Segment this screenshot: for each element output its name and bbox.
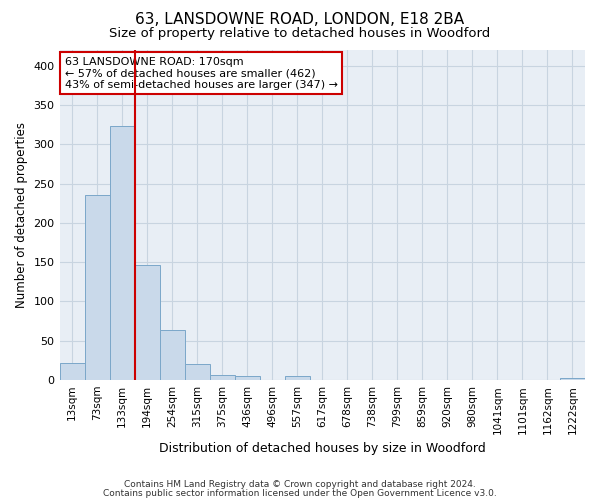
Bar xyxy=(134,264,160,380)
Bar xyxy=(85,196,110,380)
Text: 63, LANSDOWNE ROAD, LONDON, E18 2BA: 63, LANSDOWNE ROAD, LONDON, E18 2BA xyxy=(136,12,464,28)
Y-axis label: Number of detached properties: Number of detached properties xyxy=(15,122,28,308)
X-axis label: Distribution of detached houses by size in Woodford: Distribution of detached houses by size … xyxy=(159,442,485,455)
Text: 63 LANSDOWNE ROAD: 170sqm
← 57% of detached houses are smaller (462)
43% of semi: 63 LANSDOWNE ROAD: 170sqm ← 57% of detac… xyxy=(65,56,338,90)
Text: Contains public sector information licensed under the Open Government Licence v3: Contains public sector information licen… xyxy=(103,489,497,498)
Bar xyxy=(59,363,85,380)
Bar xyxy=(235,376,260,380)
Bar xyxy=(160,330,185,380)
Bar xyxy=(209,374,235,380)
Bar xyxy=(285,376,310,380)
Bar xyxy=(185,364,209,380)
Bar xyxy=(560,378,585,380)
Bar xyxy=(110,126,134,380)
Text: Size of property relative to detached houses in Woodford: Size of property relative to detached ho… xyxy=(109,28,491,40)
Text: Contains HM Land Registry data © Crown copyright and database right 2024.: Contains HM Land Registry data © Crown c… xyxy=(124,480,476,489)
